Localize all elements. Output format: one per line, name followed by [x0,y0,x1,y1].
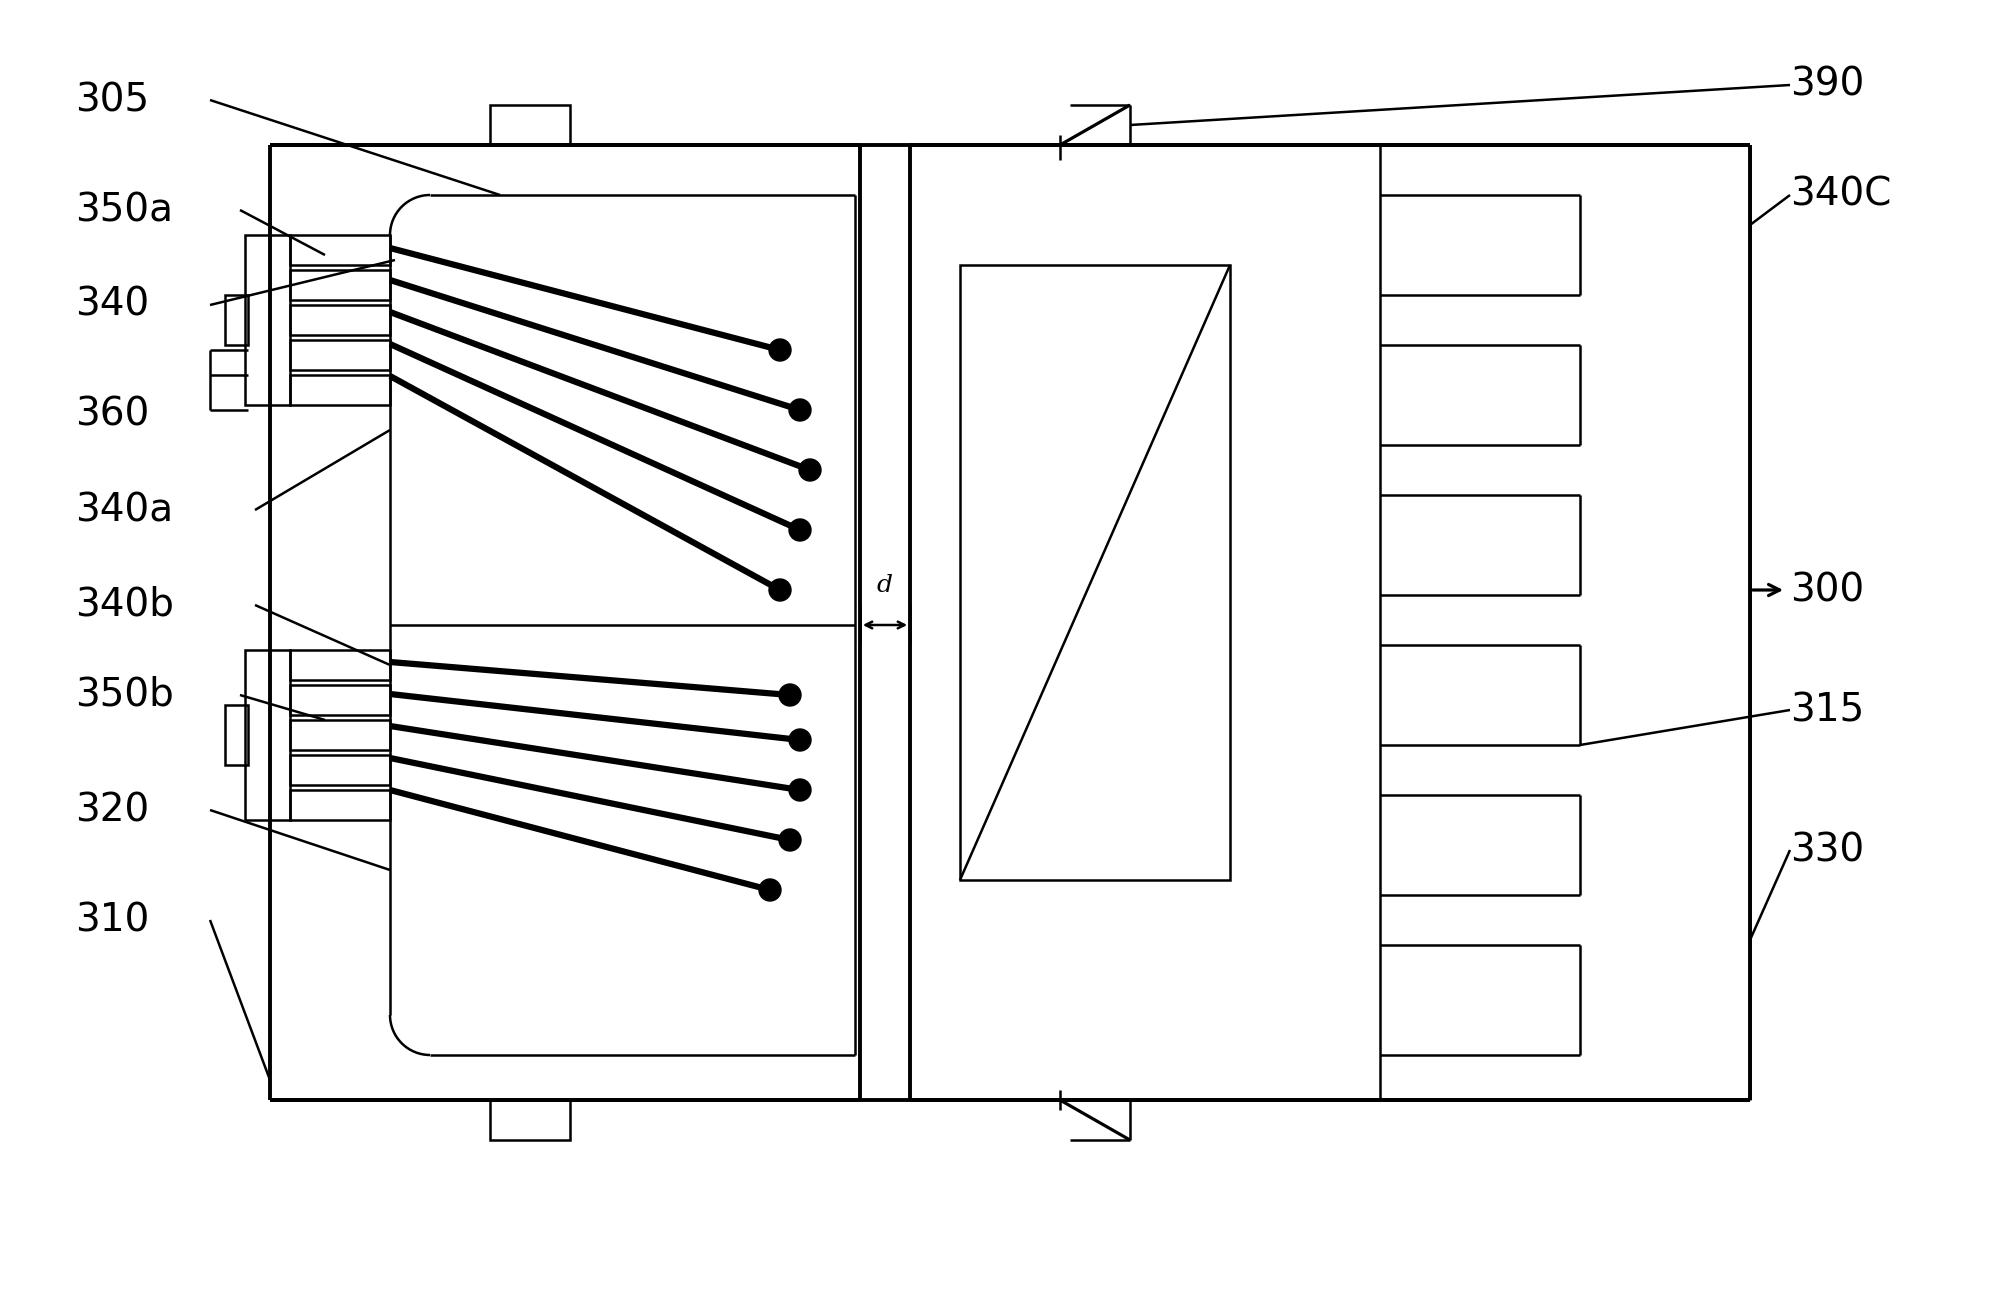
Text: 340a: 340a [76,491,173,528]
Text: d: d [877,574,893,597]
Text: 360: 360 [76,397,150,434]
Circle shape [790,779,812,801]
Bar [289,755,391,786]
Bar [491,105,570,145]
Text: 320: 320 [76,791,150,829]
Bar [289,375,391,404]
Circle shape [760,879,782,901]
Text: 330: 330 [1791,831,1864,870]
Text: 315: 315 [1791,691,1864,729]
Bar [289,340,391,370]
Bar [245,650,289,820]
Bar [245,235,289,404]
Circle shape [800,459,822,481]
Text: 350a: 350a [76,191,173,229]
Circle shape [790,729,812,751]
Bar [491,1099,570,1140]
Bar [289,720,391,749]
Text: 300: 300 [1791,571,1864,609]
Bar [289,305,391,335]
Text: 310: 310 [76,901,150,939]
Circle shape [790,519,812,541]
Circle shape [770,579,792,601]
Bar [225,295,247,345]
Text: 390: 390 [1791,66,1864,103]
Bar [289,235,391,265]
Bar [289,270,391,300]
Text: 340: 340 [76,286,150,324]
Bar [289,650,391,680]
Text: 340C: 340C [1791,176,1892,214]
Bar [289,685,391,714]
Circle shape [770,339,792,360]
Circle shape [780,683,802,705]
Circle shape [790,399,812,421]
Bar [289,789,391,820]
Text: 340b: 340b [76,587,173,624]
Text: 350b: 350b [76,676,173,714]
Text: 305: 305 [76,81,150,119]
Bar [225,705,247,765]
Circle shape [780,829,802,851]
Bar [959,265,1230,880]
